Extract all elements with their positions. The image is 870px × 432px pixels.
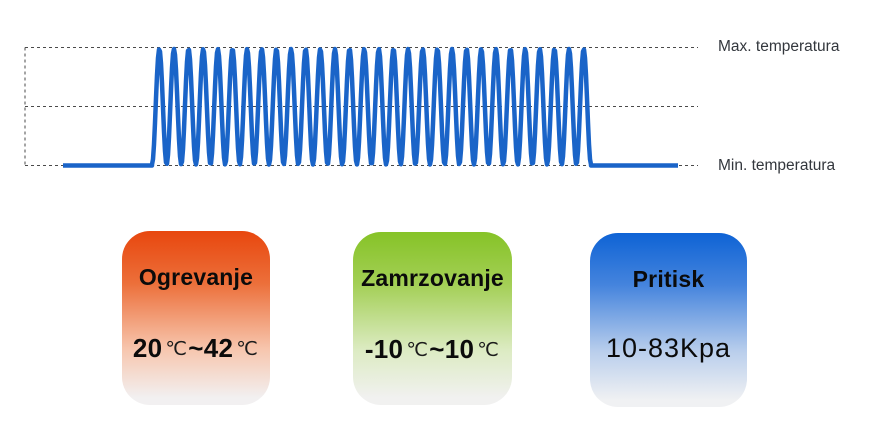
- range-value: 20: [132, 333, 163, 363]
- card-pressure-title: Pritisk: [632, 266, 705, 292]
- card-pressure-range: 10-83Kpa: [590, 333, 747, 364]
- range-value: ~10: [429, 334, 475, 364]
- min-temperature-label: Min. temperatura: [718, 157, 836, 174]
- max-temperature-label: Max. temperatura: [718, 38, 840, 55]
- range-value: 10-83Kpa: [605, 333, 732, 363]
- card-heating: Ogrevanje 20 ℃~42 ℃: [122, 231, 270, 405]
- range-value: ~42: [188, 333, 234, 363]
- celsius-unit: ℃: [165, 337, 188, 360]
- range-value: -10: [364, 334, 404, 364]
- temperature-wave-line: [63, 46, 678, 168]
- temperature-cycle-chart: Max. temperatura Min. temperatura: [0, 0, 870, 210]
- temperature-wave-svg: [24, 46, 698, 168]
- card-heating-range: 20 ℃~42 ℃: [122, 333, 270, 364]
- celsius-unit: ℃: [477, 338, 500, 361]
- card-heating-title: Ogrevanje: [138, 264, 254, 290]
- card-freezing-title: Zamrzovanje: [361, 265, 504, 291]
- card-freezing-range: -10 ℃~10 ℃: [353, 334, 512, 365]
- celsius-unit: ℃: [406, 338, 429, 361]
- card-freezing: Zamrzovanje -10 ℃~10 ℃: [353, 232, 512, 405]
- celsius-unit: ℃: [236, 337, 259, 360]
- card-pressure: Pritisk 10-83Kpa: [590, 233, 747, 407]
